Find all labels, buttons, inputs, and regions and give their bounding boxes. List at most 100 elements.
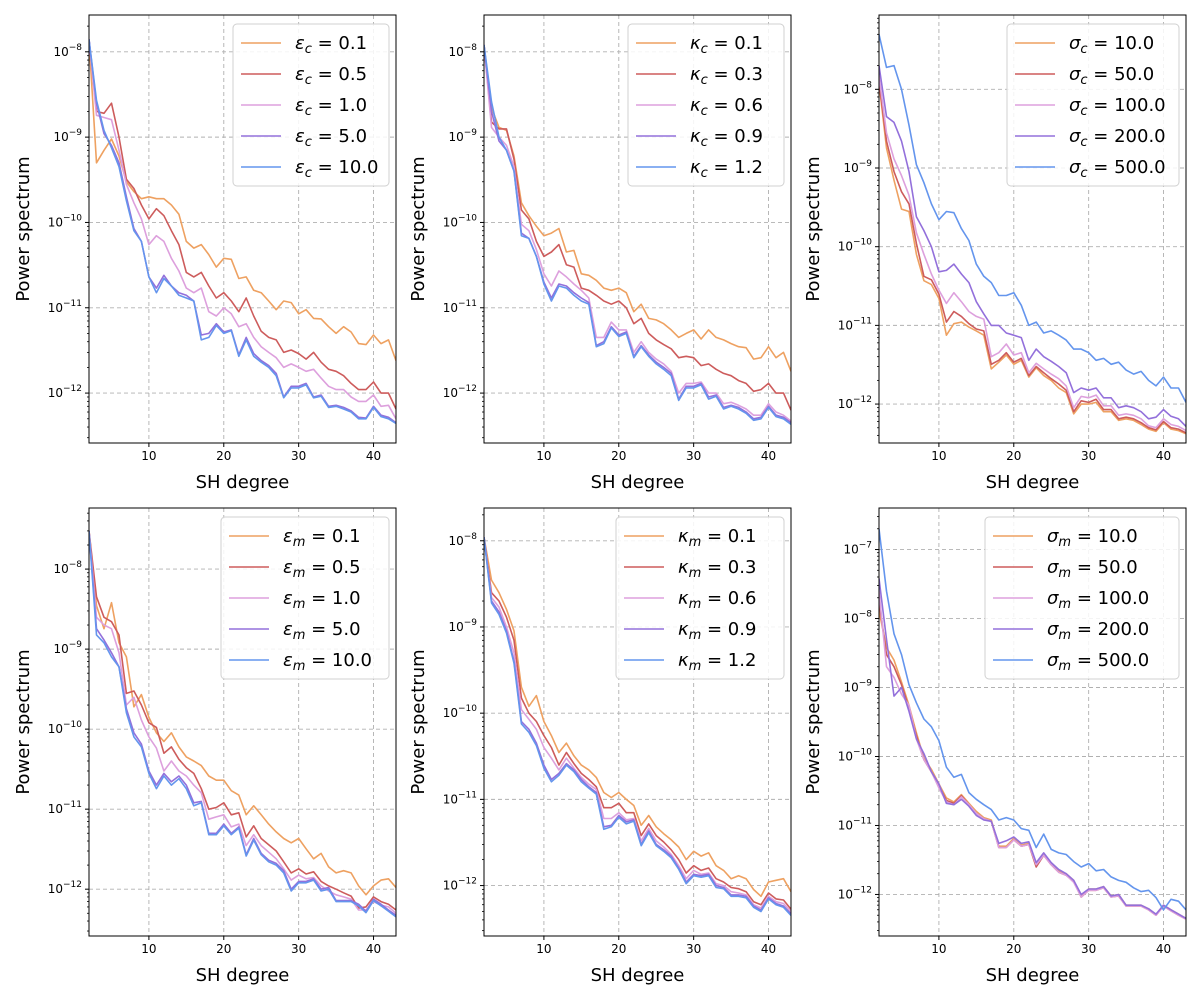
subplot-1: 10 20 30 40 10−12 10−11 10−10 10−9 10−8 SH degree…	[13, 14, 397, 493]
legend-subscript: c	[701, 104, 708, 119]
y-axis-label: Power spectrum	[803, 649, 824, 794]
legend-value: = 0.6	[701, 588, 756, 609]
legend-subscript: m	[1058, 597, 1071, 612]
series-line-500.0	[879, 34, 1186, 403]
series-line-100.0	[879, 75, 1186, 432]
legend-entry: κc = 0.3	[690, 64, 763, 88]
y-tick-exponent: −12	[63, 384, 82, 394]
legend-entry: σm = 500.0	[1047, 650, 1149, 674]
y-tick-exponent: −10	[853, 238, 872, 248]
legend-value: = 10.0	[1071, 526, 1138, 547]
legend-symbol: σ	[1047, 588, 1059, 609]
legend-frame	[1006, 23, 1180, 187]
legend-value: = 1.0	[312, 95, 367, 116]
legend: κm = 0.1κm = 0.3κm = 0.6κm = 0.9κm = 1.2	[615, 516, 785, 680]
y-tick-exponent: −12	[458, 877, 477, 887]
legend-value: = 200.0	[1071, 619, 1149, 640]
legend-entry: εc = 10.0	[295, 157, 379, 181]
legend-entry: εm = 10.0	[283, 650, 372, 674]
series-line-0.5	[89, 530, 396, 911]
legend-symbol: κ	[690, 64, 701, 85]
y-tick-exponent: −9	[69, 640, 83, 650]
x-tick-label: 10	[141, 449, 156, 463]
y-tick-label: 10−10	[838, 238, 873, 254]
y-tick-exponent: −11	[63, 299, 82, 309]
x-tick-label: 40	[1156, 942, 1171, 956]
legend-value: = 1.0	[305, 588, 360, 609]
legend-entry: σm = 50.0	[1047, 557, 1138, 581]
y-tick-exponent: −7	[859, 541, 872, 551]
y-tick-exponent: −11	[63, 800, 82, 810]
legend-symbol: κ	[678, 526, 689, 547]
legend-value: = 0.5	[305, 557, 360, 578]
y-tick-label: 10−10	[838, 747, 873, 763]
y-tick-label: 10−10	[48, 213, 83, 229]
legend-symbol: ε	[295, 126, 305, 147]
y-tick-exponent: −8	[69, 560, 83, 570]
legend-entry: κc = 1.2	[690, 157, 763, 181]
legend-subscript: m	[293, 597, 306, 612]
series-line-0.5	[89, 39, 396, 410]
legend-subscript: c	[1080, 135, 1087, 150]
y-tick-exponent: −9	[69, 128, 83, 138]
series-line-0.1	[89, 39, 396, 361]
y-tick-label: 10−8	[448, 43, 477, 59]
y-axis-label: Power spectrum	[408, 156, 429, 301]
legend-value: = 10.0	[312, 157, 379, 178]
legend-entry: εc = 0.5	[295, 64, 367, 88]
legend-entry: κm = 0.1	[678, 526, 756, 550]
x-tick-label: 30	[1081, 942, 1096, 956]
x-tick-label: 20	[1006, 449, 1021, 463]
legend-symbol: σ	[1047, 650, 1059, 671]
legend-symbol: ε	[295, 64, 305, 85]
x-tick-label: 30	[1081, 449, 1096, 463]
legend-symbol: σ	[1069, 157, 1081, 178]
legend-symbol: κ	[690, 95, 701, 116]
y-tick-label: 10−9	[843, 159, 872, 175]
y-tick-label: 10−11	[48, 299, 82, 315]
series-line-10.0	[89, 39, 396, 425]
x-axis-label: SH degree	[591, 472, 685, 493]
legend-value: = 0.9	[701, 619, 756, 640]
y-tick-exponent: −12	[853, 395, 872, 405]
legend: σc = 10.0σc = 50.0σc = 100.0σc = 200.0σc…	[1006, 23, 1180, 187]
legend-frame	[627, 23, 785, 187]
x-tick-label: 10	[931, 942, 946, 956]
subplot-2: 10 20 30 40 10−12 10−11 10−10 10−9 10−8 SH degree…	[408, 14, 792, 493]
legend-entry: κm = 0.6	[678, 588, 756, 612]
y-tick-exponent: −9	[859, 159, 873, 169]
y-tick-label: 10−12	[443, 384, 477, 400]
legend-symbol: σ	[1069, 64, 1081, 85]
plot-frame	[878, 507, 1187, 937]
legend-entry: σc = 500.0	[1069, 157, 1166, 181]
legend-symbol: κ	[678, 557, 689, 578]
legend-subscript: c	[701, 166, 708, 181]
series-line-50.0	[879, 80, 1186, 434]
legend-value: = 0.1	[708, 33, 763, 54]
x-tick-label: 20	[1006, 942, 1021, 956]
legend-subscript: m	[1058, 628, 1071, 643]
legend-value: = 0.1	[701, 526, 756, 547]
y-tick-label: 10−7	[843, 541, 872, 557]
y-tick-exponent: −8	[464, 532, 478, 542]
legend-symbol: ε	[283, 557, 293, 578]
y-tick-exponent: −10	[853, 747, 872, 757]
legend-subscript: m	[293, 535, 306, 550]
subplot-4: 10 20 30 40 10−12 10−11 10−10 10−9 10−8 SH degree…	[13, 507, 397, 986]
legend-value: = 200.0	[1088, 126, 1166, 147]
y-tick-exponent: −8	[859, 610, 873, 620]
plot-frame	[483, 14, 792, 444]
x-tick-label: 10	[536, 942, 551, 956]
legend-subscript: c	[701, 135, 708, 150]
legend-subscript: c	[1080, 166, 1087, 181]
legend-subscript: c	[305, 104, 312, 119]
legend-entry: σc = 100.0	[1069, 95, 1166, 119]
series-line-1.0	[89, 530, 396, 914]
y-tick-exponent: −10	[458, 704, 477, 714]
legend-entry: σm = 100.0	[1047, 588, 1149, 612]
x-tick-label: 20	[216, 449, 231, 463]
x-tick-label: 40	[761, 942, 776, 956]
y-tick-exponent: −9	[464, 618, 478, 628]
legend-value: = 1.2	[701, 650, 756, 671]
y-tick-label: 10−12	[48, 880, 82, 896]
